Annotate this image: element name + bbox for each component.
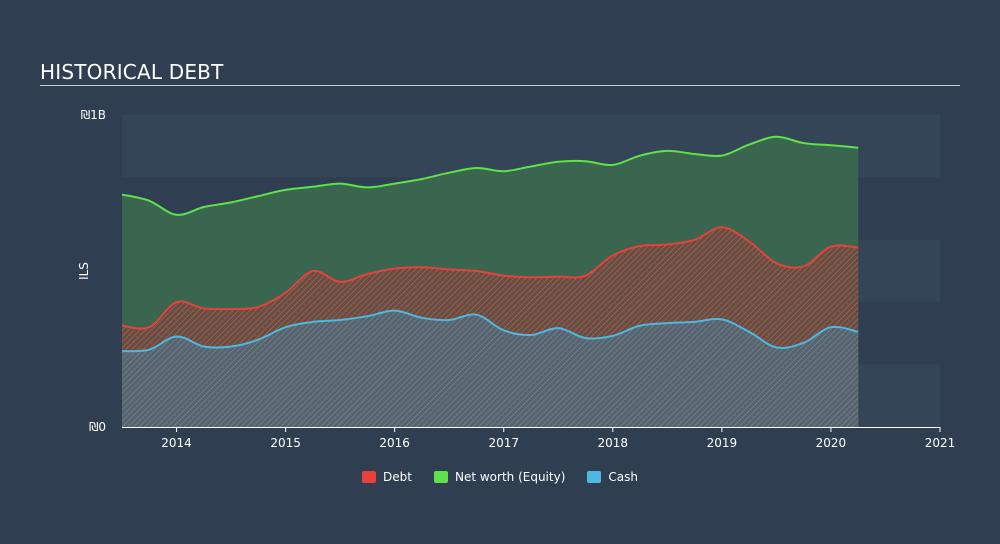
legend-item-cash[interactable]: Cash xyxy=(587,470,638,484)
legend-swatch-debt xyxy=(362,471,377,483)
legend-swatch-net-worth xyxy=(433,471,448,483)
x-tick-label: 2017 xyxy=(488,436,519,450)
title-divider xyxy=(40,85,960,86)
x-tick-label: 2016 xyxy=(379,436,410,450)
legend-item-debt[interactable]: Debt xyxy=(362,470,412,484)
cash-line xyxy=(121,309,859,353)
y-tick-label: ₪1B xyxy=(81,108,106,122)
x-tick-label: 2019 xyxy=(707,436,738,450)
x-tick-label: 2018 xyxy=(598,436,629,450)
x-tick-label: 2015 xyxy=(270,436,301,450)
legend-swatch-cash xyxy=(587,471,602,483)
legend-label-net-worth: Net worth (Equity) xyxy=(454,470,566,484)
y-tick-label: ₪0 xyxy=(89,420,106,434)
x-tick-label: 2020 xyxy=(816,436,847,450)
debt-line xyxy=(121,226,859,330)
chart-title: HISTORICAL DEBT xyxy=(40,60,224,84)
x-tick-label: 2014 xyxy=(161,436,192,450)
legend-label-debt: Debt xyxy=(383,470,412,484)
cash-area-hatch xyxy=(122,310,859,427)
y-axis-label: ILS xyxy=(77,262,91,280)
equity-line xyxy=(121,135,859,216)
legend-label-cash: Cash xyxy=(608,470,638,484)
chart-legend: Debt Net worth (Equity) Cash xyxy=(0,470,1000,484)
legend-item-net-worth[interactable]: Net worth (Equity) xyxy=(433,470,566,484)
x-tick-label: 2021 xyxy=(925,436,956,450)
